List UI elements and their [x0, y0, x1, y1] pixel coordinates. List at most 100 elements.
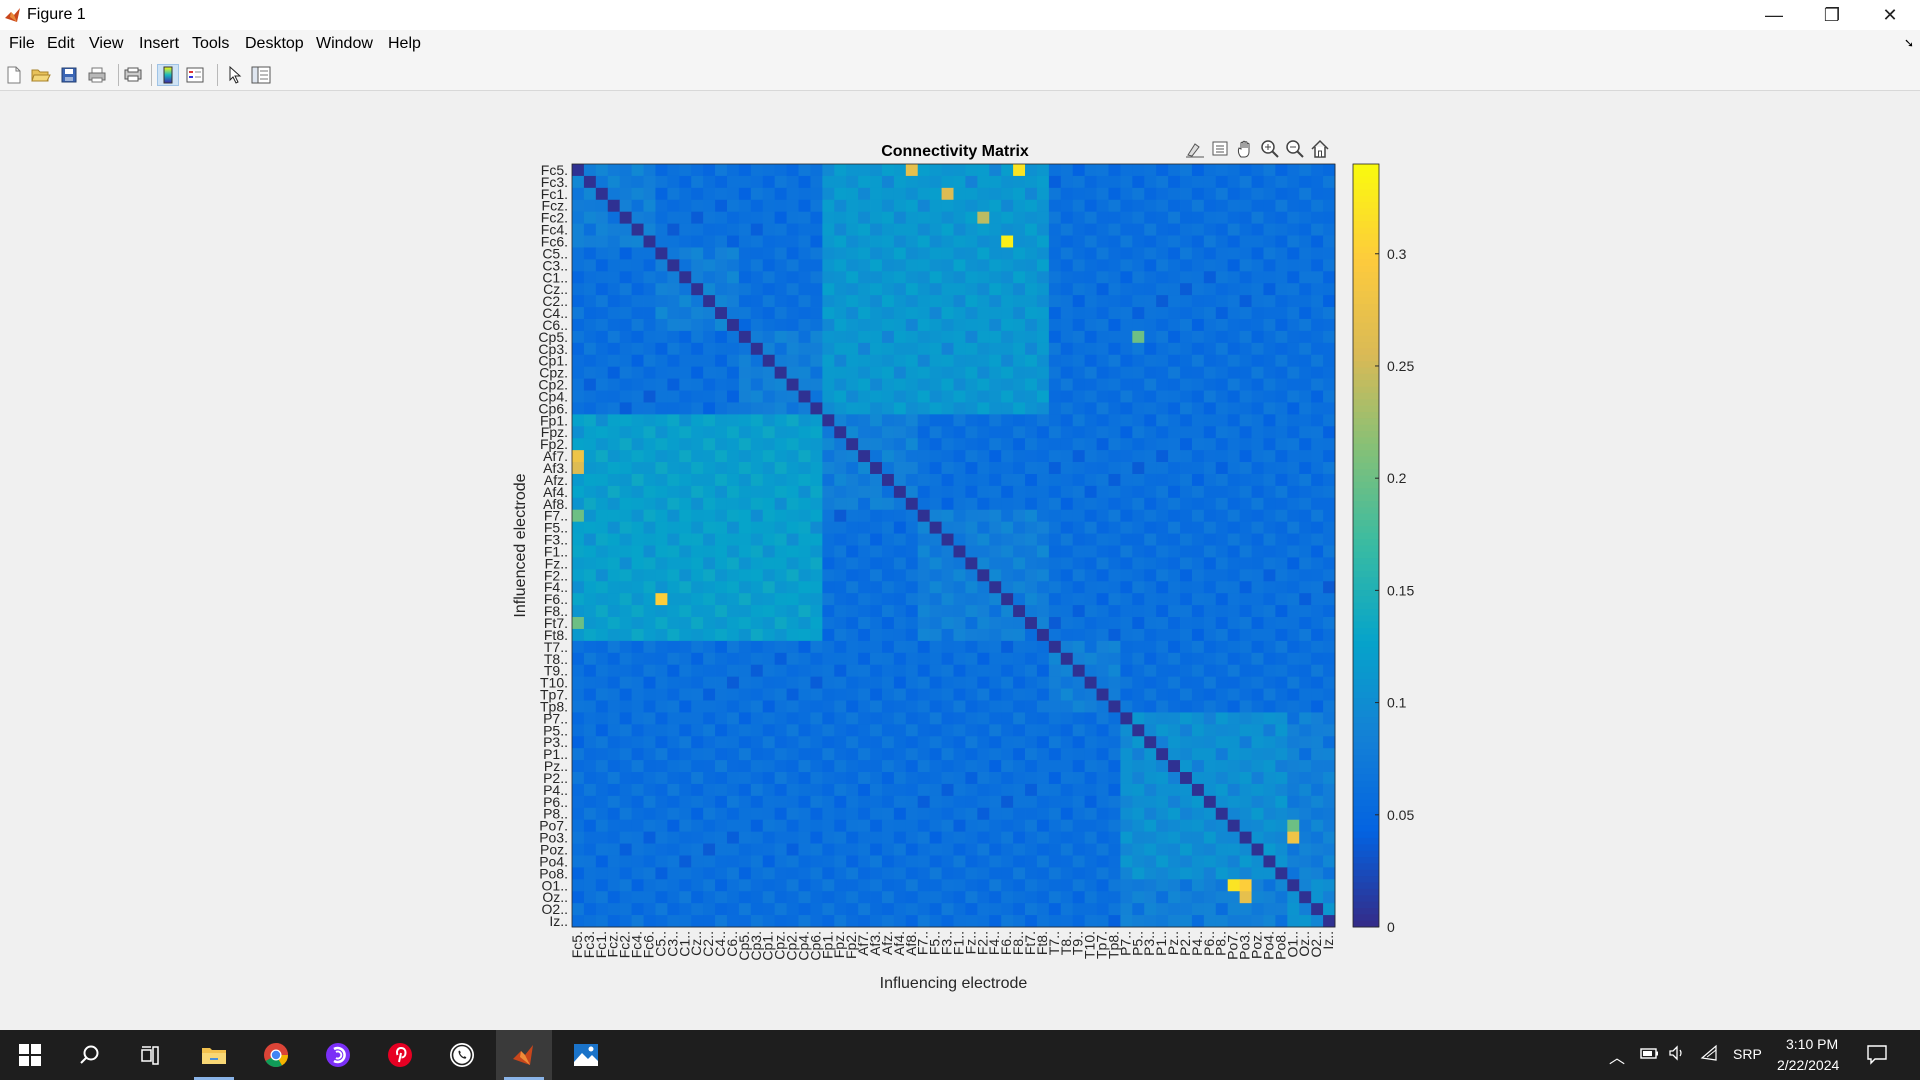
print-preview-icon[interactable] [122, 64, 144, 86]
open-file-icon[interactable] [30, 64, 52, 86]
windows-start-icon[interactable] [2, 1030, 58, 1080]
heatmap-cell [1227, 676, 1241, 689]
heatmap-cell [870, 342, 883, 356]
heatmap-cell [774, 247, 787, 260]
restore-button[interactable]: ❐ [1803, 0, 1861, 30]
task-view-icon[interactable] [122, 1030, 178, 1080]
volume-icon[interactable] [1668, 1045, 1688, 1064]
heatmap-cell [834, 187, 847, 201]
home-icon[interactable] [1308, 137, 1331, 161]
brush-icon[interactable] [1183, 137, 1206, 161]
clock-date[interactable]: 2/22/2024 [1777, 1057, 1840, 1073]
heatmap-cell [1156, 259, 1169, 272]
heatmap-cell [1096, 652, 1109, 666]
heatmap-cell [941, 414, 954, 427]
legend-toggle-icon[interactable] [184, 64, 206, 86]
zoom-out-icon[interactable] [1283, 137, 1306, 161]
heatmap-cell [989, 569, 1002, 582]
heatmap-cell [941, 688, 954, 701]
heatmap-cell [1001, 915, 1014, 928]
colorbar-segment [1353, 583, 1379, 591]
print-icon[interactable] [86, 64, 108, 86]
heatmap-cell [583, 187, 597, 201]
input-language-label[interactable]: SRP [1733, 1046, 1762, 1062]
heatmap-cell [786, 783, 799, 797]
menu-view[interactable]: View [89, 35, 124, 52]
heatmap-cell [893, 485, 907, 499]
whatsapp-icon[interactable] [434, 1030, 490, 1080]
menu-tools[interactable]: Tools [192, 35, 230, 52]
menu-insert[interactable]: Insert [139, 35, 180, 52]
heatmap-cell [1072, 414, 1086, 427]
heatmap-cell [1013, 426, 1026, 439]
heatmap-cell [667, 521, 680, 534]
wifi-icon[interactable] [1700, 1044, 1720, 1065]
heatmap-cell [762, 223, 776, 236]
figure-canvas[interactable]: Connectivity Matrix Fc5. Fc3. Fc1. Fcz. Fc2.… [0, 91, 1920, 1030]
heatmap-cell [929, 211, 942, 225]
pan-icon[interactable] [1233, 137, 1256, 161]
heatmap-cell [691, 795, 704, 809]
matlab-icon[interactable] [496, 1030, 552, 1080]
heatmap-cell [667, 605, 680, 618]
connectivity-heatmap-chart[interactable]: Fc5.Fc3.Fc1.Fcz.Fc2.Fc4.Fc6.C5..C3..C1..… [0, 91, 1920, 1030]
colorbar-segment [1353, 615, 1379, 623]
heatmap-cell [595, 235, 609, 248]
data-tips-icon[interactable] [1208, 137, 1231, 161]
heatmap-cell [679, 748, 692, 761]
chrome-icon[interactable] [248, 1030, 304, 1080]
colorbar-segment [1353, 577, 1379, 585]
tray-chevron-icon[interactable]: ︿ [1609, 1050, 1626, 1067]
new-figure-icon[interactable] [3, 64, 25, 86]
heatmap-cell [965, 450, 978, 463]
close-button[interactable]: ✕ [1861, 0, 1919, 30]
heatmap-cell [1096, 199, 1109, 213]
pinterest-icon[interactable] [372, 1030, 428, 1080]
clock-time[interactable]: 3:10 PM [1786, 1036, 1839, 1052]
menu-help[interactable]: Help [388, 35, 421, 52]
heatmap-cell [893, 628, 907, 642]
heatmap-cell [1263, 199, 1276, 213]
heatmap-cell [750, 366, 764, 379]
heatmap-cell [1191, 366, 1205, 379]
notifications-icon[interactable] [1866, 1043, 1888, 1068]
file-explorer-icon[interactable] [186, 1030, 242, 1080]
heatmap-cell [1120, 557, 1133, 570]
property-inspector-icon[interactable] [250, 64, 272, 86]
photos-icon[interactable] [558, 1030, 614, 1080]
heatmap-cell [715, 271, 728, 284]
battery-icon[interactable] [1640, 1045, 1660, 1064]
heatmap-cell [786, 831, 799, 844]
heatmap-cell [1001, 736, 1014, 749]
heatmap-cell [846, 473, 859, 487]
zoom-in-icon[interactable] [1258, 137, 1281, 161]
heatmap-cell [1084, 688, 1097, 701]
heatmap-cell [1203, 581, 1217, 594]
app-circle-icon[interactable] [310, 1030, 366, 1080]
heatmap-cell [1025, 724, 1038, 737]
pointer-icon[interactable] [224, 64, 246, 86]
menu-window[interactable]: Window [316, 35, 373, 52]
heatmap-cell [1311, 736, 1324, 749]
dock-arrow-icon[interactable]: ➘ [1903, 36, 1914, 50]
heatmap-cell [1251, 748, 1264, 761]
heatmap-cell [667, 271, 680, 284]
heatmap-cell [1203, 915, 1217, 928]
heatmap-cell [810, 450, 823, 463]
heatmap-cell [726, 891, 740, 904]
heatmap-cell [810, 605, 823, 618]
heatmap-cell [1084, 628, 1097, 642]
save-icon[interactable] [58, 64, 80, 86]
heatmap-cell [691, 807, 704, 821]
heatmap-cell [726, 473, 740, 487]
colorbar-toggle-icon[interactable] [157, 64, 179, 86]
heatmap-cell [965, 843, 978, 856]
menu-file[interactable]: File [9, 35, 35, 52]
heatmap-cell [846, 712, 859, 725]
search-icon[interactable] [62, 1030, 118, 1080]
heatmap-cell [726, 533, 740, 546]
menu-desktop[interactable]: Desktop [245, 35, 304, 52]
figure-toolbar [0, 58, 1920, 91]
menu-edit[interactable]: Edit [47, 35, 75, 52]
minimize-button[interactable]: — [1745, 0, 1803, 30]
